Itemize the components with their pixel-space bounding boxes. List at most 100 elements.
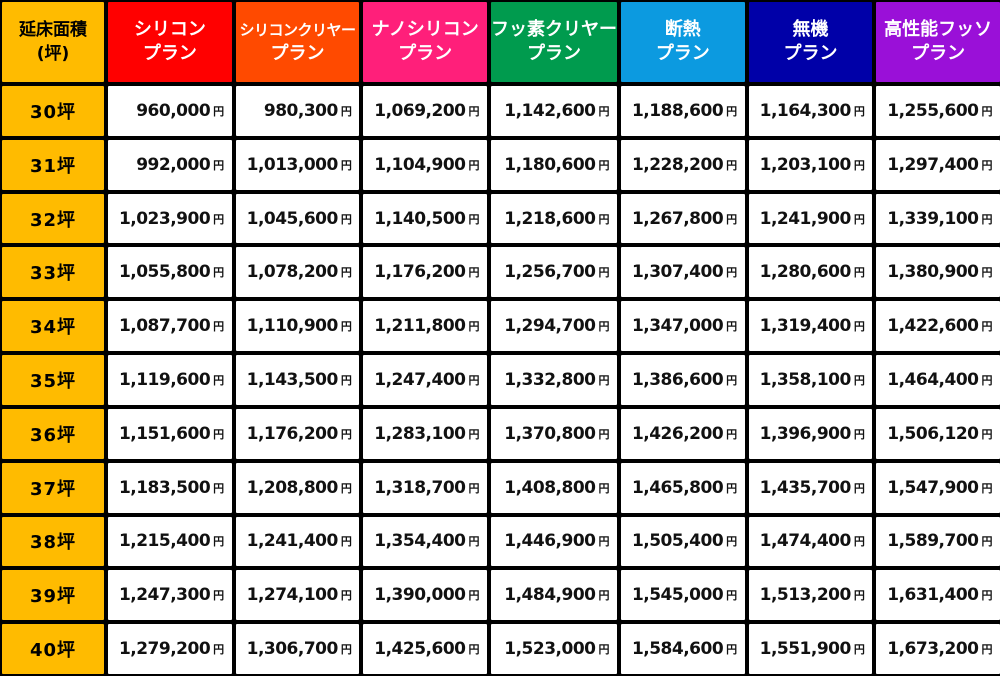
floor-area-label: 延床面積 bbox=[19, 20, 87, 40]
price-value: 1,279,200 bbox=[118, 639, 211, 660]
yen-unit: 円 bbox=[598, 535, 609, 549]
price-value: 1,408,800 bbox=[504, 477, 596, 498]
price-value: 1,045,600 bbox=[246, 208, 339, 229]
yen-unit: 円 bbox=[981, 266, 992, 280]
price-cell: 1,396,900 円 bbox=[748, 408, 873, 459]
price-cell: 1,523,000 円 bbox=[490, 624, 617, 674]
yen-unit: 円 bbox=[726, 589, 737, 603]
yen-unit: 円 bbox=[468, 589, 479, 603]
plan-suffix: プラン bbox=[655, 43, 710, 64]
yen-unit: 円 bbox=[213, 320, 224, 334]
price-cell: 1,023,900 円 bbox=[108, 193, 232, 244]
row-header-tsubo: 35坪 bbox=[2, 355, 104, 405]
price-cell: 1,506,120 円 bbox=[876, 408, 1000, 459]
price-cell: 960,000 円 bbox=[108, 86, 232, 136]
price-value: 1,069,200 bbox=[374, 100, 466, 121]
yen-unit: 円 bbox=[726, 373, 737, 387]
price-cell: 1,176,200 円 bbox=[235, 408, 360, 459]
price-cell: 1,422,600 円 bbox=[876, 301, 1000, 352]
price-value: 1,446,900 bbox=[504, 531, 596, 552]
price-cell: 980,300 円 bbox=[235, 86, 360, 136]
yen-unit: 円 bbox=[468, 481, 479, 495]
price-cell: 1,545,000 円 bbox=[620, 570, 745, 621]
plan-name: 高性能フッソ bbox=[884, 19, 993, 40]
price-value: 1,274,100 bbox=[246, 585, 339, 606]
price-cell: 1,143,500 円 bbox=[235, 355, 360, 405]
price-value: 1,396,900 bbox=[759, 423, 852, 444]
price-value: 1,110,900 bbox=[246, 316, 339, 337]
yen-unit: 円 bbox=[340, 373, 352, 387]
yen-unit: 円 bbox=[726, 212, 737, 226]
yen-unit: 円 bbox=[213, 266, 224, 280]
tsubo-unit-label: (坪) bbox=[36, 44, 70, 64]
yen-unit: 円 bbox=[981, 104, 992, 118]
price-value: 1,426,200 bbox=[631, 423, 724, 444]
price-value: 1,631,400 bbox=[887, 585, 979, 606]
yen-unit: 円 bbox=[853, 104, 865, 118]
price-cell: 1,307,400 円 bbox=[620, 247, 745, 298]
plan-header-silicon-clear: シリコンクリヤー プラン bbox=[235, 2, 360, 82]
price-value: 1,425,600 bbox=[374, 639, 466, 660]
price-value: 1,547,900 bbox=[887, 477, 979, 498]
plan-suffix: プラン bbox=[526, 43, 581, 64]
price-cell: 1,390,000 円 bbox=[363, 570, 487, 621]
price-cell: 1,183,500 円 bbox=[108, 462, 232, 513]
price-cell: 1,142,600 円 bbox=[490, 86, 617, 136]
yen-unit: 円 bbox=[853, 320, 865, 334]
yen-unit: 円 bbox=[981, 373, 992, 387]
yen-unit: 円 bbox=[340, 589, 352, 603]
price-cell: 1,176,200 円 bbox=[363, 247, 487, 298]
price-value: 1,673,200 bbox=[887, 639, 979, 660]
price-value: 1,208,800 bbox=[246, 477, 339, 498]
yen-unit: 円 bbox=[981, 535, 992, 549]
price-value: 1,474,400 bbox=[759, 531, 852, 552]
price-cell: 1,013,000 円 bbox=[235, 139, 360, 190]
price-value: 1,104,900 bbox=[374, 154, 466, 175]
price-value: 1,347,000 bbox=[631, 316, 724, 337]
price-cell: 1,203,100 円 bbox=[748, 139, 873, 190]
price-value: 1,119,600 bbox=[118, 369, 211, 390]
price-value: 1,188,600 bbox=[631, 100, 724, 121]
plan-suffix: プラン bbox=[142, 43, 197, 64]
price-value: 1,422,600 bbox=[887, 316, 979, 337]
price-cell: 1,228,200 円 bbox=[620, 139, 745, 190]
price-cell: 1,547,900 円 bbox=[876, 462, 1000, 513]
yen-unit: 円 bbox=[853, 373, 865, 387]
price-value: 1,294,700 bbox=[504, 316, 596, 337]
row-header-tsubo: 32坪 bbox=[2, 193, 104, 244]
yen-unit: 円 bbox=[468, 266, 479, 280]
yen-unit: 円 bbox=[468, 320, 479, 334]
price-cell: 1,151,600 円 bbox=[108, 408, 232, 459]
price-value: 1,390,000 bbox=[374, 585, 466, 606]
price-value: 1,297,400 bbox=[887, 154, 979, 175]
price-value: 1,013,000 bbox=[246, 154, 339, 175]
row-header-tsubo: 40坪 bbox=[2, 624, 104, 674]
yen-unit: 円 bbox=[726, 266, 737, 280]
price-value: 1,176,200 bbox=[246, 423, 339, 444]
price-cell: 1,370,800 円 bbox=[490, 408, 617, 459]
price-value: 1,380,900 bbox=[887, 262, 979, 283]
yen-unit: 円 bbox=[853, 212, 865, 226]
price-cell: 1,435,700 円 bbox=[748, 462, 873, 513]
price-value: 1,087,700 bbox=[118, 316, 211, 337]
plan-header-fluorine-clear: フッ素クリヤー プラン bbox=[490, 2, 617, 82]
price-cell: 1,347,000 円 bbox=[620, 301, 745, 352]
price-cell: 1,306,700 円 bbox=[235, 624, 360, 674]
price-cell: 1,241,900 円 bbox=[748, 193, 873, 244]
price-value: 1,513,200 bbox=[759, 585, 852, 606]
price-value: 1,505,400 bbox=[631, 531, 724, 552]
price-cell: 1,319,400 円 bbox=[748, 301, 873, 352]
price-value: 1,255,600 bbox=[887, 100, 979, 121]
yen-unit: 円 bbox=[598, 643, 609, 657]
yen-unit: 円 bbox=[853, 427, 865, 441]
price-value: 1,140,500 bbox=[374, 208, 466, 229]
price-cell: 1,464,400 円 bbox=[876, 355, 1000, 405]
yen-unit: 円 bbox=[213, 481, 224, 495]
row-header-tsubo: 36坪 bbox=[2, 408, 104, 459]
plan-suffix: プラン bbox=[398, 43, 453, 64]
price-value: 1,143,500 bbox=[246, 369, 339, 390]
yen-unit: 円 bbox=[726, 320, 737, 334]
price-cell: 1,380,900 円 bbox=[876, 247, 1000, 298]
price-value: 1,241,400 bbox=[246, 531, 339, 552]
plan-name: シリコン bbox=[133, 19, 206, 40]
